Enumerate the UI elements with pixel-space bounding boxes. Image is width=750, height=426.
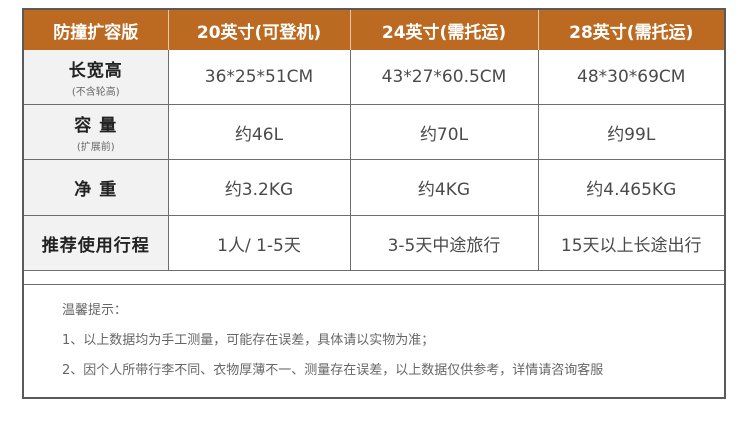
- table-row-weight: 净 重 约3.2KG 约4KG 约4.465KG: [24, 159, 724, 216]
- table-cell: 3-5天中途旅行: [349, 215, 539, 271]
- spec-table: 防撞扩容版 20英寸(可登机) 24英寸(需托运) 28英寸(需托运) 长宽高 …: [24, 10, 724, 271]
- table-cell: 1人/ 1-5天: [167, 215, 351, 271]
- table-cell: 约4.465KG: [537, 159, 724, 216]
- header-20inch: 20英寸(可登机): [168, 10, 351, 50]
- row-label: 长宽高: [68, 61, 123, 81]
- table-cell: 约70L: [349, 104, 539, 160]
- row-sublabel: (扩展前): [76, 142, 115, 153]
- table-cell: 约3.2KG: [167, 159, 351, 216]
- table-row-dimensions: 长宽高 (不含轮高) 36*25*51CM 43*27*60.5CM 48*30…: [24, 50, 724, 105]
- row-label: 推荐使用行程: [41, 235, 150, 256]
- table-cell: 43*27*60.5CM: [349, 50, 539, 105]
- table-row-capacity: 容 量 (扩展前) 约46L 约70L 约99L: [24, 104, 724, 160]
- notes-title: 温馨提示：: [62, 303, 128, 318]
- row-sublabel: (不含轮高): [71, 87, 120, 98]
- header-28inch: 28英寸(需托运): [538, 10, 724, 50]
- row-label: 容 量: [74, 116, 118, 136]
- table-row-trip: 推荐使用行程 1人/ 1-5天 3-5天中途旅行 15天以上长途出行: [24, 215, 724, 271]
- table-cell: 36*25*51CM: [167, 50, 351, 105]
- header-version: 防撞扩容版: [24, 10, 169, 50]
- row-label-cell: 净 重: [24, 159, 169, 216]
- spec-table-frame: 防撞扩容版 20英寸(可登机) 24英寸(需托运) 28英寸(需托运) 长宽高 …: [22, 8, 726, 399]
- header-24inch: 24英寸(需托运): [350, 10, 539, 50]
- row-label-cell: 推荐使用行程: [24, 215, 169, 271]
- notes-line-2: 2、因个人所带行李不同、衣物厚薄不一、测量存在误差，以上数据仅供参考，详情请咨询…: [62, 363, 604, 378]
- row-label-cell: 长宽高 (不含轮高): [24, 50, 169, 105]
- notes-section: 温馨提示： 1、以上数据均为手工测量，可能存在误差，具体请以实物为准； 2、因个…: [24, 284, 724, 397]
- row-label: 净 重: [74, 180, 118, 200]
- table-cell: 约99L: [537, 104, 724, 160]
- table-cell: 约46L: [167, 104, 351, 160]
- header-row: 防撞扩容版 20英寸(可登机) 24英寸(需托运) 28英寸(需托运): [24, 10, 724, 50]
- table-cell: 48*30*69CM: [537, 50, 724, 105]
- table-cell: 15天以上长途出行: [537, 215, 724, 271]
- notes-line-1: 1、以上数据均为手工测量，可能存在误差，具体请以实物为准；: [62, 333, 435, 348]
- table-cell: 约4KG: [349, 159, 539, 216]
- row-label-cell: 容 量 (扩展前): [24, 104, 169, 160]
